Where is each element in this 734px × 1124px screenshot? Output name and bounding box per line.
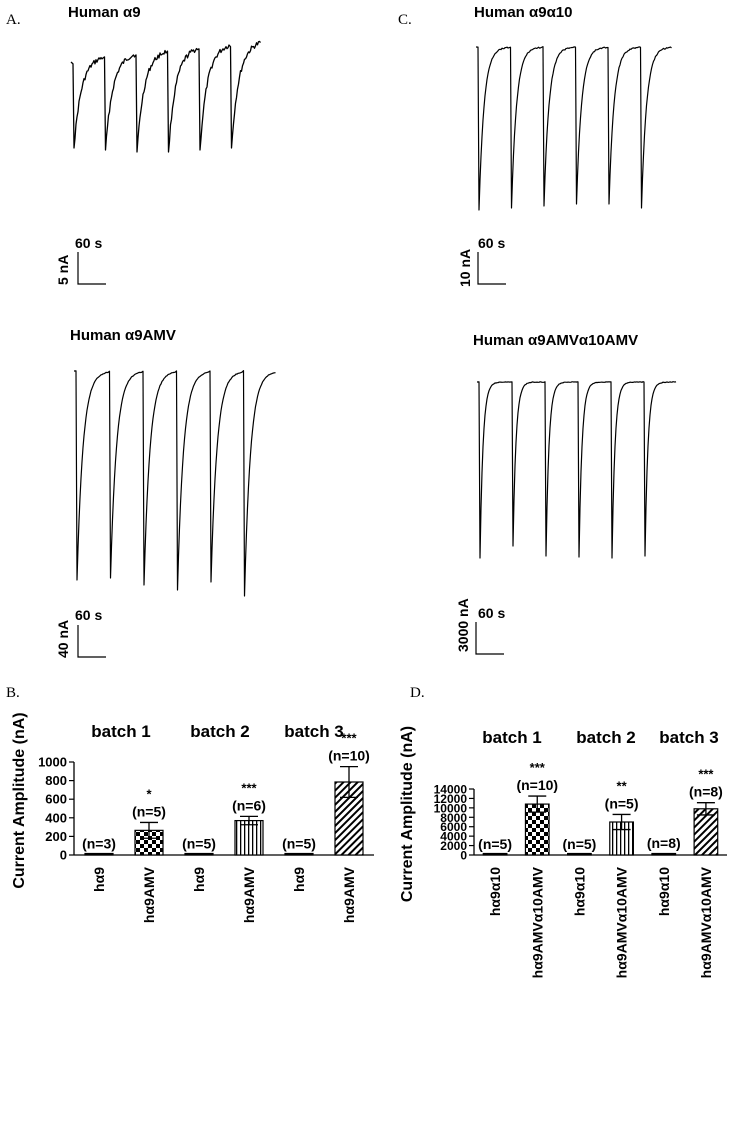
y-tick-label: 12000 <box>434 792 468 806</box>
y-tick-label: 0 <box>460 849 467 863</box>
y-tick-label: 1000 <box>38 755 67 770</box>
n-label: (n=10) <box>516 777 558 793</box>
scale-bar-c1: 60 s 10 nA <box>457 235 506 287</box>
x-category-label: hα9 <box>191 867 207 892</box>
n-label: (n=5) <box>562 836 596 852</box>
x-category-label: hα9 <box>291 867 307 892</box>
y-tick-label: 10000 <box>434 801 468 815</box>
panel-letter-a: A. <box>6 12 21 28</box>
current-trace-human-a9amv <box>73 370 276 597</box>
n-label: (n=8) <box>689 784 723 800</box>
y-tick-label: 2000 <box>440 839 467 853</box>
current-trace-human-a9 <box>70 40 261 153</box>
scale-bar-a1: 60 s 5 nA <box>55 235 106 285</box>
y-axis-label: Current Amplitude (nA) <box>399 726 416 902</box>
scale-bar-c2: 60 s 3000 nA <box>455 598 505 655</box>
significance-label: *** <box>241 780 257 795</box>
bar <box>184 852 214 856</box>
significance-label: *** <box>698 767 714 782</box>
batch-label: batch 3 <box>284 722 344 741</box>
significance-label: *** <box>530 760 546 775</box>
x-category-label: hα9AMV <box>241 866 257 923</box>
time-scale-label: 60 s <box>75 607 102 623</box>
panel-letter-b: B. <box>6 685 20 701</box>
x-category-label: hα9AMVα10AMV <box>529 866 545 978</box>
batch-label: batch 2 <box>190 722 250 741</box>
bar <box>84 852 114 856</box>
bar <box>567 852 592 856</box>
bar <box>284 852 314 856</box>
panel-letter-c: C. <box>398 12 412 28</box>
time-scale-label: 60 s <box>478 235 505 251</box>
x-category-label: hα9AMV <box>141 866 157 923</box>
amplitude-scale-label: 10 nA <box>457 249 473 287</box>
panel-letter-d: D. <box>410 685 425 701</box>
significance-label: ** <box>617 778 628 793</box>
trace-title-human-a9amva10amv: Human α9AMVα10AMV <box>473 332 638 349</box>
time-scale-label: 60 s <box>75 235 102 251</box>
trace-title-human-a9: Human α9 <box>68 4 141 21</box>
y-tick-label: 4000 <box>440 830 467 844</box>
x-category-label: hα9α10 <box>571 867 587 916</box>
y-tick-label: 8000 <box>440 811 467 825</box>
n-label: (n=5) <box>282 836 316 852</box>
y-tick-label: 0 <box>60 848 67 863</box>
n-label: (n=3) <box>82 836 116 852</box>
amplitude-scale-label: 5 nA <box>55 255 71 285</box>
n-label: (n=10) <box>328 748 370 764</box>
trace-title-human-a9a10: Human α9α10 <box>474 4 572 21</box>
x-category-label: hα9AMV <box>341 866 357 923</box>
batch-label: batch 1 <box>91 722 151 741</box>
scale-bar-a2: 60 s 40 nA <box>55 607 106 658</box>
trace-title-human-a9amv: Human α9AMV <box>70 327 176 344</box>
significance-label: *** <box>341 731 357 746</box>
y-axis-label: Current Amplitude (nA) <box>11 712 28 888</box>
bar <box>482 852 508 856</box>
amplitude-scale-label: 3000 nA <box>455 598 471 652</box>
y-tick-label: 800 <box>45 773 67 788</box>
current-trace-human-a9amva10amv <box>476 381 677 559</box>
amplitude-scale-label: 40 nA <box>55 620 71 658</box>
batch-label: batch 1 <box>482 728 542 747</box>
y-tick-label: 14000 <box>434 783 468 797</box>
n-label: (n=5) <box>605 795 639 811</box>
y-tick-label: 400 <box>45 810 67 825</box>
y-tick-label: 600 <box>45 792 67 807</box>
time-scale-label: 60 s <box>478 605 505 621</box>
y-tick-label: 6000 <box>440 820 467 834</box>
n-label: (n=6) <box>232 797 266 813</box>
x-category-label: hα9AMVα10AMV <box>614 866 630 978</box>
n-label: (n=8) <box>647 835 681 851</box>
x-category-label: hα9α10 <box>487 867 503 916</box>
y-tick-label: 200 <box>45 829 67 844</box>
batch-label: batch 2 <box>576 728 636 747</box>
bar-chart-b: 0 200 400 600 800 1000 Current Amplitude (nA) b… <box>11 712 374 923</box>
bar <box>651 852 677 856</box>
x-category-label: hα9AMVα10AMV <box>698 866 714 978</box>
n-label: (n=5) <box>182 836 216 852</box>
n-label: (n=5) <box>478 836 512 852</box>
bar <box>234 819 264 856</box>
significance-label: * <box>146 786 152 801</box>
bar <box>693 808 719 856</box>
current-trace-human-a9a10 <box>475 46 672 211</box>
x-category-label: hα9α10 <box>656 867 672 916</box>
batch-label: batch 3 <box>659 728 719 747</box>
x-category-label: hα9 <box>91 867 107 892</box>
n-label: (n=5) <box>132 803 166 819</box>
